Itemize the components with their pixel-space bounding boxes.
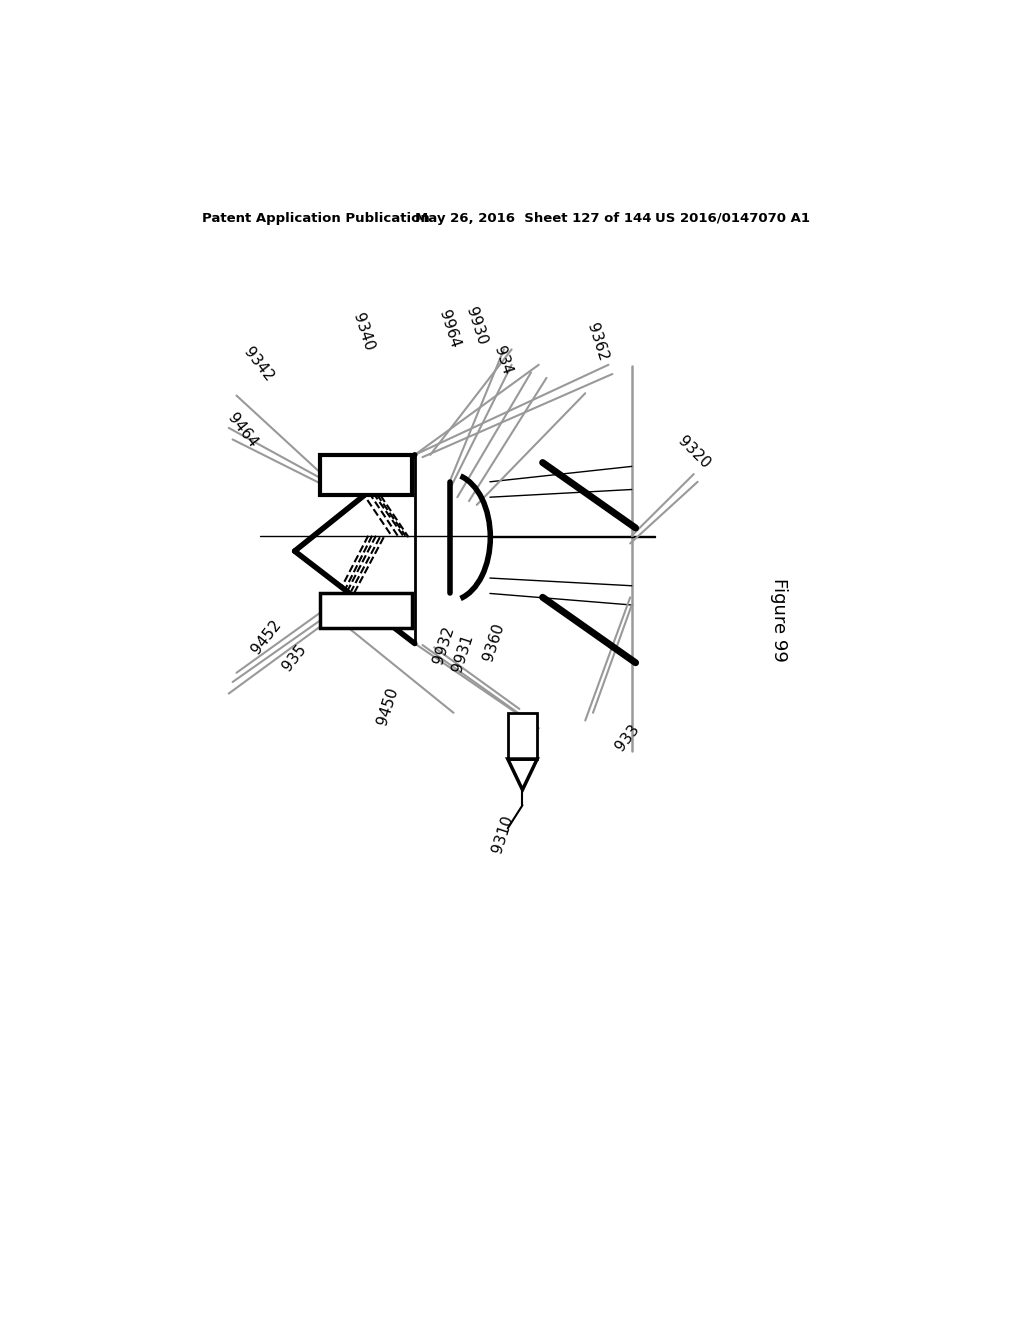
Text: 9450: 9450	[375, 686, 400, 727]
Bar	[508, 713, 538, 759]
Text: 9310: 9310	[489, 813, 515, 855]
Text: 9320: 9320	[675, 433, 713, 471]
Text: 9930: 9930	[464, 305, 489, 347]
Text: 9342: 9342	[241, 345, 276, 384]
Text: 9464: 9464	[225, 411, 260, 450]
Text: US 2016/0147070 A1: US 2016/0147070 A1	[655, 213, 810, 224]
Text: 9360: 9360	[480, 622, 507, 663]
Bar	[321, 455, 412, 495]
Text: 934: 934	[490, 345, 514, 376]
Text: Figure 99: Figure 99	[770, 578, 788, 663]
Text: 9932: 9932	[430, 624, 457, 665]
Text: 9964: 9964	[436, 309, 463, 350]
Text: May 26, 2016  Sheet 127 of 144: May 26, 2016 Sheet 127 of 144	[415, 213, 651, 224]
Text: Patent Application Publication: Patent Application Publication	[202, 213, 429, 224]
Bar	[321, 594, 412, 628]
Text: 9362: 9362	[584, 321, 610, 363]
Text: 935: 935	[280, 642, 309, 673]
Text: 9340: 9340	[350, 312, 376, 354]
Text: 9452: 9452	[248, 618, 284, 657]
Text: 9931: 9931	[450, 632, 476, 673]
Text: 933: 933	[613, 721, 643, 754]
